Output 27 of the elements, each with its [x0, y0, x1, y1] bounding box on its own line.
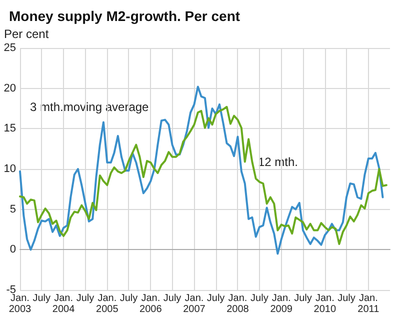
chart-title: Money supply M2-growth. Per cent [9, 8, 240, 24]
x-tick-label: Jan. 2007 [183, 293, 206, 315]
x-tick-label: Jan. 2003 [8, 293, 32, 315]
y-tick-label: 20 [4, 82, 16, 94]
x-tick-label: July [76, 293, 94, 304]
y-tick-label: 5 [10, 203, 16, 216]
x-tick-label: Jan. 2005 [96, 293, 119, 315]
x-tick-label: July [338, 293, 356, 304]
y-tick-label: 15 [4, 122, 16, 135]
x-tick-label: July [250, 293, 268, 304]
x-tick-label: Jan. 2010 [314, 293, 336, 315]
x-tick-label: July [163, 293, 182, 304]
x-tick-label: Jan. 2004 [52, 293, 76, 315]
x-tick-label: Jan. 2009 [270, 293, 293, 315]
y-tick-label: 0 [10, 244, 16, 256]
x-tick-label: July [120, 293, 138, 304]
series-label: 3 mth.moving average [30, 100, 150, 114]
x-tick-label: July [294, 293, 312, 304]
y-tick-label: 10 [4, 163, 16, 175]
y-axis-title: Per cent [4, 27, 50, 41]
x-tick-label: Jan. 2006 [140, 293, 162, 315]
y-tick-label: 25 [4, 42, 16, 54]
x-tick-label: Jan. 2008 [226, 293, 250, 315]
x-tick-label: July [32, 293, 50, 304]
line-series [19, 86, 384, 255]
x-tick-label: July [206, 293, 225, 304]
x-tick-label: Jan. 2011 [358, 293, 380, 315]
